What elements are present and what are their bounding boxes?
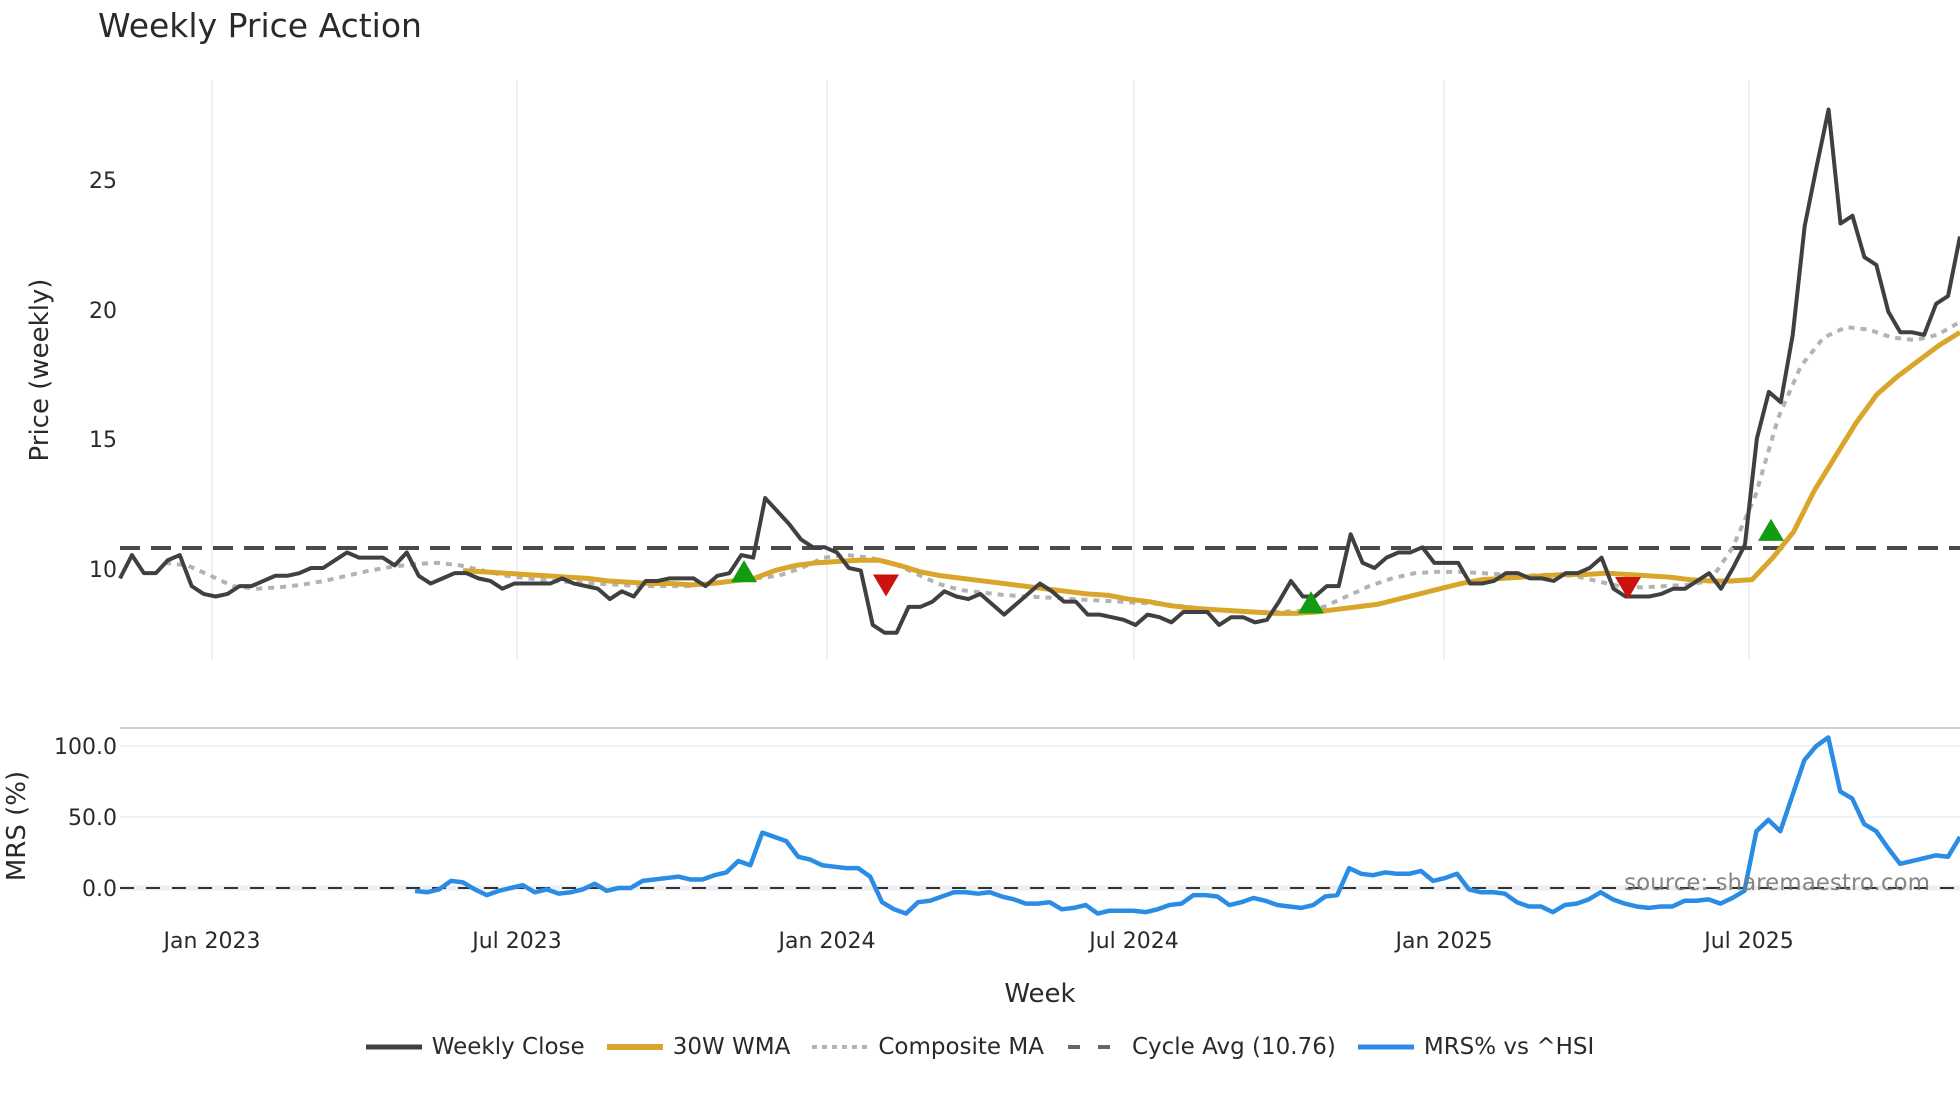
legend-label: Weekly Close	[432, 1034, 585, 1060]
svg-text:50.0: 50.0	[68, 806, 117, 831]
solid-line-icon	[607, 1041, 663, 1053]
svg-text:10: 10	[89, 558, 117, 583]
wma30-line	[463, 332, 1960, 613]
legend: Weekly Close 30W WMA Composite MA Cycle …	[0, 1034, 1960, 1060]
sell-signal-down-triangle-icon	[873, 574, 899, 596]
svg-text:Jan 2023: Jan 2023	[162, 929, 261, 954]
legend-label: 30W WMA	[673, 1034, 791, 1060]
legend-label: Composite MA	[878, 1034, 1044, 1060]
legend-item-weekly-close[interactable]: Weekly Close	[366, 1034, 585, 1060]
svg-text:Jul 2024: Jul 2024	[1087, 929, 1179, 954]
legend-item-30w-wma[interactable]: 30W WMA	[607, 1034, 791, 1060]
legend-item-mrs[interactable]: MRS% vs ^HSI	[1358, 1034, 1594, 1060]
svg-text:15: 15	[89, 428, 117, 453]
x-axis-ticks: Jan 2023 Jul 2023 Jan 2024 Jul 2024 Jan …	[162, 929, 1794, 954]
svg-text:Jan 2025: Jan 2025	[1394, 929, 1493, 954]
signal-markers	[731, 519, 1784, 614]
legend-label: Cycle Avg (10.76)	[1132, 1034, 1336, 1060]
svg-text:20: 20	[89, 299, 117, 324]
solid-line-icon	[366, 1041, 422, 1053]
weekly-close-line	[120, 110, 1960, 633]
svg-text:Jan 2024: Jan 2024	[777, 929, 876, 954]
svg-text:0.0: 0.0	[82, 877, 117, 902]
svg-text:25: 25	[89, 169, 117, 194]
x-axis-title: Week	[1004, 979, 1075, 1009]
legend-label: MRS% vs ^HSI	[1424, 1034, 1594, 1060]
mrs-y-ticks: 100.0 50.0 0.0	[54, 735, 117, 902]
solid-line-icon	[1358, 1041, 1414, 1053]
mrs-gridlines	[120, 746, 1960, 817]
price-series-group	[120, 110, 1960, 633]
source-watermark: source: sharemaestro.com	[1624, 870, 1930, 896]
svg-text:Jul 2025: Jul 2025	[1702, 929, 1794, 954]
legend-item-composite-ma[interactable]: Composite MA	[812, 1034, 1044, 1060]
dashed-line-icon	[1066, 1041, 1122, 1053]
mrs-y-axis-title: MRS (%)	[2, 771, 32, 881]
price-y-axis-title: Price (weekly)	[25, 279, 55, 462]
buy-signal-up-triangle-icon	[1758, 519, 1784, 541]
svg-text:100.0: 100.0	[54, 735, 117, 760]
legend-item-cycle-avg[interactable]: Cycle Avg (10.76)	[1066, 1034, 1336, 1060]
price-y-ticks: 25 20 15 10	[89, 169, 117, 583]
composite-ma-line	[165, 322, 1960, 612]
svg-text:Jul 2023: Jul 2023	[470, 929, 562, 954]
dotted-line-icon	[812, 1041, 868, 1053]
chart-canvas: 25 20 15 10 Price (weekly) 100.0 50.0 0.…	[0, 0, 1960, 1030]
